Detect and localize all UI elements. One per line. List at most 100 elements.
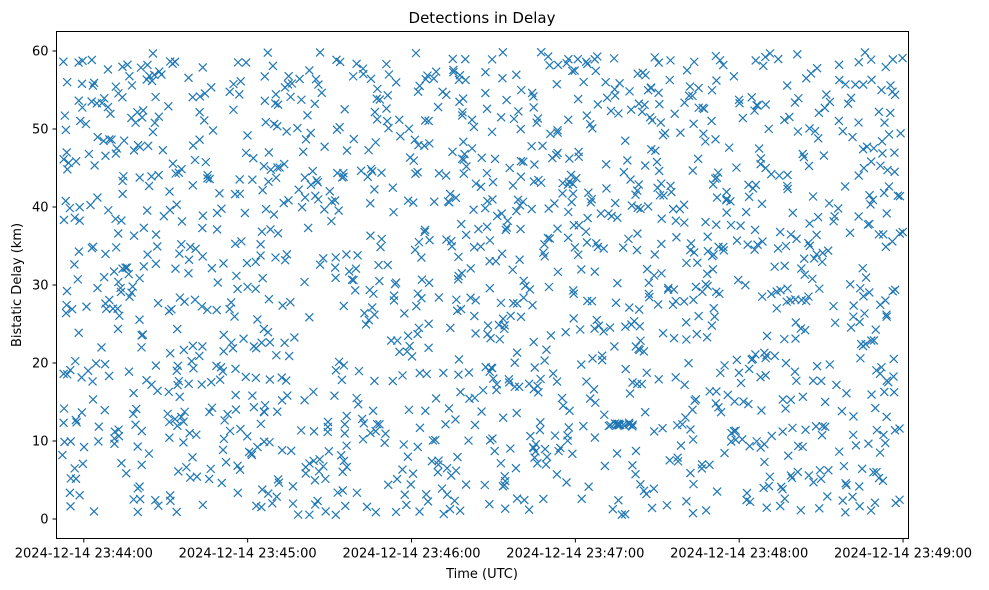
data-point	[172, 200, 182, 210]
data-point	[65, 488, 75, 498]
data-point	[882, 312, 892, 322]
data-point	[885, 108, 895, 118]
data-point	[798, 149, 808, 159]
data-point	[563, 207, 573, 217]
data-point	[234, 90, 244, 99]
data-point	[179, 417, 188, 427]
data-point	[804, 161, 814, 171]
data-point	[721, 195, 731, 205]
data-point	[790, 98, 800, 107]
data-point	[637, 379, 647, 389]
data-point	[433, 102, 443, 112]
data-point	[597, 351, 607, 361]
data-point	[796, 505, 806, 515]
data-point	[111, 214, 120, 224]
data-point	[93, 437, 103, 446]
data-point	[467, 115, 477, 125]
data-point	[840, 181, 850, 191]
data-point	[70, 356, 80, 366]
data-point	[319, 205, 329, 214]
data-point	[498, 47, 508, 57]
data-point	[331, 273, 341, 283]
data-point	[308, 387, 318, 397]
data-point	[727, 428, 736, 438]
data-point	[445, 504, 455, 514]
data-point	[743, 240, 753, 250]
data-point	[772, 303, 782, 313]
data-point	[152, 242, 162, 251]
data-point	[99, 136, 109, 146]
data-point	[277, 445, 287, 455]
data-point	[448, 147, 457, 157]
data-point	[812, 361, 822, 371]
data-point	[309, 426, 319, 436]
data-point	[890, 148, 899, 158]
data-point	[112, 144, 122, 153]
data-point	[279, 198, 289, 208]
data-point	[803, 238, 813, 248]
data-point	[143, 250, 153, 259]
data-point	[370, 107, 380, 117]
data-point	[805, 241, 815, 251]
data-point	[332, 125, 342, 135]
data-point	[476, 182, 486, 192]
data-point	[739, 397, 748, 406]
data-point	[652, 157, 662, 167]
data-point	[415, 423, 425, 433]
data-point	[895, 424, 904, 433]
data-point	[519, 495, 529, 505]
data-point	[677, 419, 687, 429]
data-point	[172, 507, 182, 517]
data-point	[569, 220, 579, 230]
data-point	[470, 420, 480, 430]
data-point	[535, 425, 545, 435]
data-point	[236, 424, 245, 434]
data-point	[864, 219, 874, 229]
data-point	[574, 152, 584, 162]
data-point	[542, 452, 552, 462]
data-point	[88, 394, 98, 404]
data-point	[673, 453, 683, 463]
data-point	[371, 137, 381, 147]
data-point	[722, 208, 732, 217]
data-point	[129, 495, 139, 504]
data-point	[821, 90, 831, 100]
data-point	[264, 294, 274, 304]
data-point	[702, 269, 712, 279]
data-point	[318, 253, 328, 263]
data-point	[681, 496, 691, 506]
data-point	[223, 409, 233, 419]
data-point	[874, 229, 884, 239]
data-point	[673, 456, 683, 466]
data-point	[825, 360, 835, 369]
data-point	[270, 99, 280, 108]
data-point	[761, 370, 771, 380]
data-point	[352, 59, 362, 69]
data-point	[264, 177, 273, 187]
data-point	[483, 329, 492, 339]
data-point	[67, 304, 77, 314]
data-point	[66, 501, 75, 511]
data-point	[505, 163, 515, 173]
data-point	[634, 344, 644, 354]
data-point	[304, 65, 314, 75]
data-point	[153, 298, 163, 308]
data-point	[153, 501, 163, 511]
data-point	[451, 415, 460, 424]
data-point	[456, 387, 465, 397]
data-point	[799, 152, 809, 162]
data-point	[635, 479, 645, 489]
data-point	[694, 311, 704, 321]
data-point	[605, 323, 615, 332]
data-point	[353, 399, 363, 409]
data-point	[620, 509, 630, 519]
data-point	[870, 498, 880, 508]
data-point	[65, 365, 75, 375]
data-point	[271, 89, 281, 99]
data-point	[279, 159, 289, 169]
data-point	[99, 272, 109, 282]
data-point	[424, 319, 434, 329]
data-point	[448, 54, 458, 64]
data-point	[869, 467, 878, 477]
data-point	[315, 260, 325, 270]
